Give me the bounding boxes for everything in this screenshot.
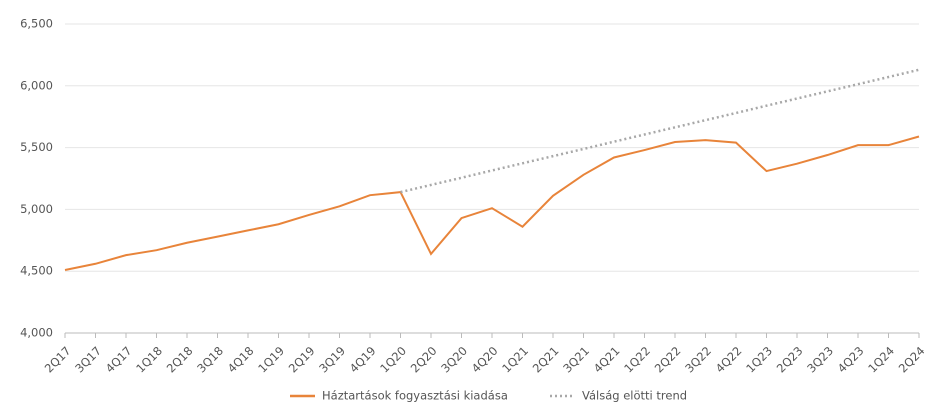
y-tick-label: 6,500 <box>20 17 53 31</box>
x-tick-label: 4Q21 <box>591 344 623 376</box>
x-tick-label: 1Q18 <box>133 344 165 376</box>
x-tick-label: 3Q20 <box>438 344 470 376</box>
x-tick-label: 2Q20 <box>408 344 440 376</box>
x-tick-label: 1Q22 <box>621 344 653 376</box>
x-tick-label: 1Q23 <box>743 344 775 376</box>
x-tick-label: 3Q19 <box>316 344 348 376</box>
x-tick-label: 3Q22 <box>682 344 714 376</box>
x-tick-label: 2Q17 <box>42 344 74 376</box>
x-tick-label: 1Q19 <box>255 344 287 376</box>
y-tick-label: 5,000 <box>20 202 53 216</box>
y-tick-label: 5,500 <box>20 140 53 154</box>
x-tick-label: 3Q23 <box>804 344 836 376</box>
legend-label: Válság elötti trend <box>582 389 687 403</box>
x-tick-label: 4Q23 <box>835 344 867 376</box>
x-tick-label: 2Q21 <box>530 344 562 376</box>
x-tick-label: 4Q22 <box>713 344 745 376</box>
x-tick-label: 2Q19 <box>286 344 318 376</box>
x-tick-label: 3Q17 <box>72 344 104 376</box>
x-tick-label: 2Q24 <box>896 344 928 376</box>
x-tick-label: 2Q23 <box>774 344 806 376</box>
series-line <box>64 135 920 271</box>
x-tick-label: 4Q20 <box>469 344 501 376</box>
x-tick-label: 1Q24 <box>865 344 897 376</box>
x-tick-label: 2Q22 <box>652 344 684 376</box>
x-tick-label: 3Q18 <box>194 344 226 376</box>
y-tick-label: 4,000 <box>20 326 53 340</box>
x-tick-label: 4Q17 <box>103 344 135 376</box>
x-tick-label: 3Q21 <box>560 344 592 376</box>
x-tick-label: 1Q20 <box>377 344 409 376</box>
y-tick-label: 4,500 <box>20 264 53 278</box>
x-tick-label: 2Q18 <box>164 344 196 376</box>
x-tick-label: 4Q19 <box>347 344 379 376</box>
x-tick-label: 1Q21 <box>499 344 531 376</box>
series-line <box>400 68 920 194</box>
y-tick-label: 6,000 <box>20 78 53 92</box>
x-tick-label: 4Q18 <box>225 344 257 376</box>
legend-label: Háztartások fogyasztási kiadása <box>322 389 508 403</box>
